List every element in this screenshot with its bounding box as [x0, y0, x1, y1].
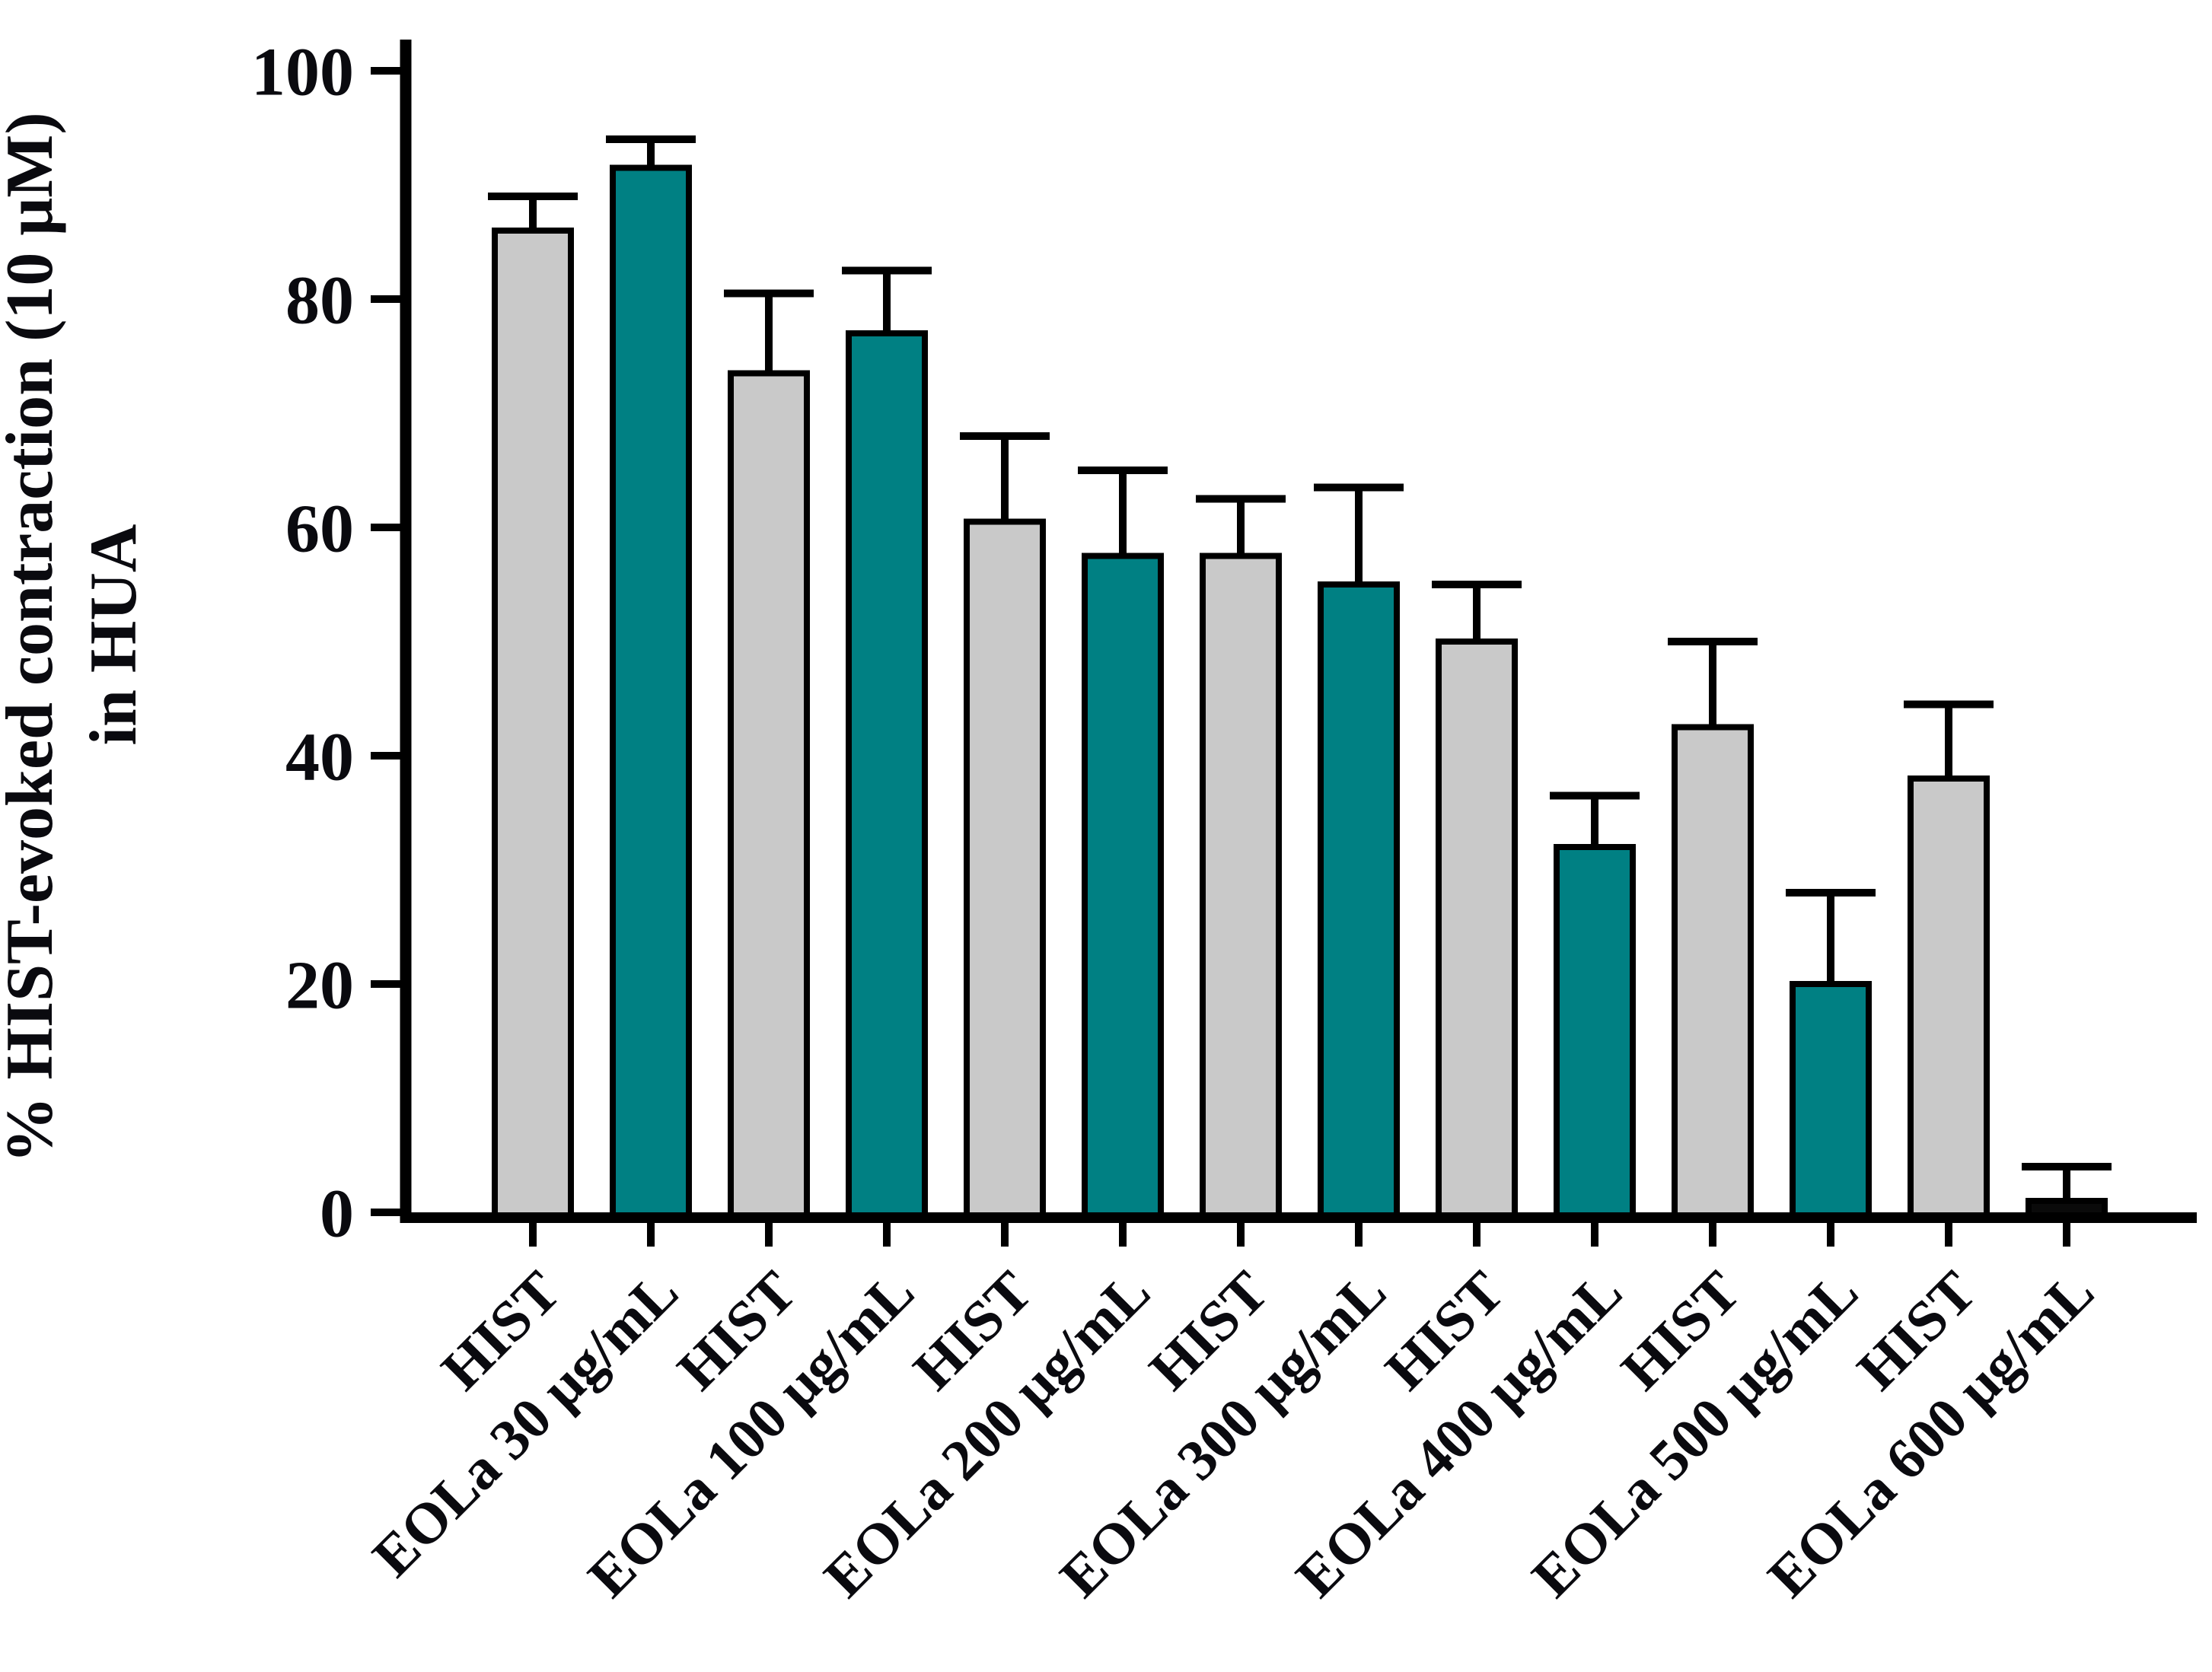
y-tick-label: 40: [285, 720, 354, 795]
y-tick-label: 100: [251, 35, 354, 110]
bar: [1436, 639, 1518, 1221]
bar: [1790, 981, 1872, 1221]
y-tick-label: 0: [320, 1177, 354, 1252]
bar: [1200, 553, 1282, 1221]
y-axis-title-line1: % HIST-evoked contraction (10 μM): [0, 112, 67, 1163]
bar: [492, 228, 574, 1221]
y-tick-label: 60: [285, 492, 354, 567]
bar: [1082, 553, 1164, 1221]
y-axis-title-line2: in HUA: [77, 524, 151, 746]
bar: [846, 330, 928, 1221]
bar: [1908, 775, 1990, 1221]
bar: [728, 370, 810, 1221]
y-tick-label: 80: [285, 263, 354, 339]
bar: [1554, 844, 1636, 1221]
bar: [1318, 581, 1400, 1221]
bar: [610, 164, 692, 1221]
bar: [1672, 724, 1754, 1221]
y-tick-label: 20: [285, 948, 354, 1024]
bar: [964, 518, 1046, 1221]
